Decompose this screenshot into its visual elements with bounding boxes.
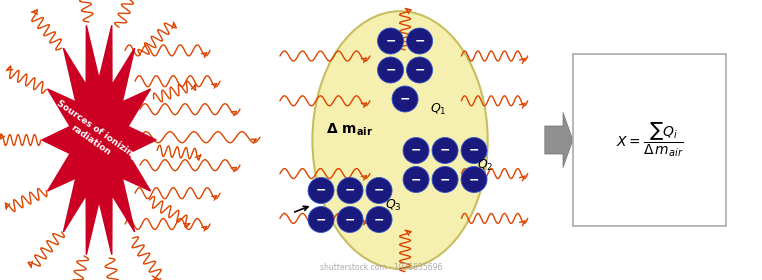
Circle shape	[403, 167, 429, 193]
Circle shape	[308, 178, 334, 204]
Circle shape	[377, 28, 404, 54]
Text: −: −	[344, 184, 355, 197]
Text: $\mathbf{\Delta}$ $\mathbf{m_{air}}$: $\mathbf{\Delta}$ $\mathbf{m_{air}}$	[325, 122, 373, 138]
Circle shape	[337, 207, 363, 232]
Text: −: −	[344, 213, 355, 226]
Text: $X = \dfrac{\sum Q_i}{\Delta\, m_{air}}$: $X = \dfrac{\sum Q_i}{\Delta\, m_{air}}$	[616, 121, 684, 159]
Text: −: −	[415, 64, 424, 76]
Text: $Q_1$: $Q_1$	[430, 102, 447, 117]
Text: −: −	[400, 92, 410, 106]
Text: −: −	[411, 144, 421, 157]
Circle shape	[337, 178, 363, 204]
Circle shape	[461, 167, 487, 193]
Circle shape	[403, 137, 429, 164]
Circle shape	[461, 137, 487, 164]
Text: $Q_3$: $Q_3$	[385, 197, 402, 213]
Circle shape	[366, 207, 392, 232]
Circle shape	[392, 86, 418, 112]
Text: −: −	[315, 184, 326, 197]
Circle shape	[432, 167, 458, 193]
Text: −: −	[411, 173, 421, 186]
Polygon shape	[42, 25, 156, 255]
Circle shape	[407, 28, 433, 54]
Circle shape	[308, 207, 334, 232]
Text: −: −	[440, 144, 450, 157]
FancyBboxPatch shape	[573, 54, 726, 226]
Text: −: −	[386, 34, 395, 48]
Text: shutterstock.com · 1975835696: shutterstock.com · 1975835696	[320, 263, 442, 272]
Polygon shape	[545, 113, 573, 167]
Text: Sources of ionizing
radiation: Sources of ionizing radiation	[49, 99, 139, 171]
Text: −: −	[469, 173, 479, 186]
Circle shape	[432, 137, 458, 164]
Text: $Q_2$: $Q_2$	[477, 157, 494, 172]
Text: −: −	[374, 213, 384, 226]
Text: −: −	[469, 144, 479, 157]
Text: −: −	[374, 184, 384, 197]
Text: −: −	[440, 173, 450, 186]
Circle shape	[407, 57, 433, 83]
Text: −: −	[315, 213, 326, 226]
Text: −: −	[415, 34, 424, 48]
Text: −: −	[386, 64, 395, 76]
Ellipse shape	[312, 11, 488, 269]
Circle shape	[366, 178, 392, 204]
Circle shape	[377, 57, 404, 83]
